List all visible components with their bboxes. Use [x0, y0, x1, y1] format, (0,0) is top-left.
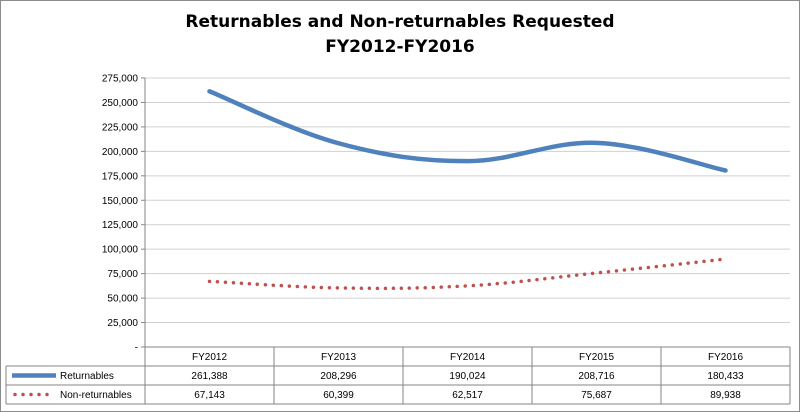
- x-category-label-4: FY2016: [708, 352, 743, 363]
- table-value-0-4: 180,433: [707, 371, 744, 382]
- y-tick-label-9: 225,000: [102, 122, 139, 133]
- y-tick-label-2: 50,000: [107, 294, 138, 305]
- legend-label-returnables: Returnables: [60, 371, 114, 382]
- y-axis: - 25,000 50,000 75,000 100,000 125,000 150,000…: [102, 74, 146, 354]
- series-lines: [207, 89, 728, 291]
- x-category-label-3: FY2015: [579, 352, 614, 363]
- chart-title: Returnables and Non-returnables Requeste…: [0, 10, 800, 60]
- gridlines: [145, 77, 790, 348]
- data-table: FY2012 FY2013 FY2014 FY2015 FY2016 Returnable…: [5, 346, 791, 405]
- x-category-label-0: FY2012: [192, 352, 227, 363]
- y-tick-label-6: 150,000: [102, 196, 139, 207]
- table-value-1-4: 89,938: [710, 390, 741, 401]
- x-category-label-2: FY2014: [450, 352, 485, 363]
- table-value-1-3: 75,687: [581, 390, 612, 401]
- y-tick-label-5: 125,000: [102, 220, 139, 231]
- y-tick-label-4: 100,000: [102, 245, 139, 256]
- table-value-0-3: 208,716: [578, 371, 615, 382]
- y-tick-label-7: 175,000: [102, 171, 139, 182]
- table-value-1-1: 60,399: [323, 390, 354, 401]
- chart-subtitle: FY2012-FY2016: [325, 37, 475, 57]
- y-tick-label-0: -: [135, 343, 138, 354]
- y-tick-label-8: 200,000: [102, 147, 139, 158]
- legend-label-non-returnables: Non-returnables: [60, 390, 132, 401]
- y-tick-label-1: 25,000: [107, 318, 138, 329]
- y-tick-label-3: 75,000: [107, 269, 138, 280]
- y-tick-label-10: 250,000: [102, 98, 139, 109]
- x-category-label-1: FY2013: [321, 352, 356, 363]
- table-value-0-0: 261,388: [191, 371, 228, 382]
- chart-title-line1: Returnables and Non-returnables Requeste…: [185, 12, 615, 32]
- series-line-returnables: [207, 89, 728, 173]
- table-value-0-2: 190,024: [449, 371, 486, 382]
- y-tick-label-11: 275,000: [102, 74, 139, 85]
- table-value-1-0: 67,143: [194, 390, 225, 401]
- table-value-0-1: 208,296: [320, 371, 357, 382]
- table-value-1-2: 62,517: [452, 390, 483, 401]
- series-line-non-returnables: [207, 257, 728, 291]
